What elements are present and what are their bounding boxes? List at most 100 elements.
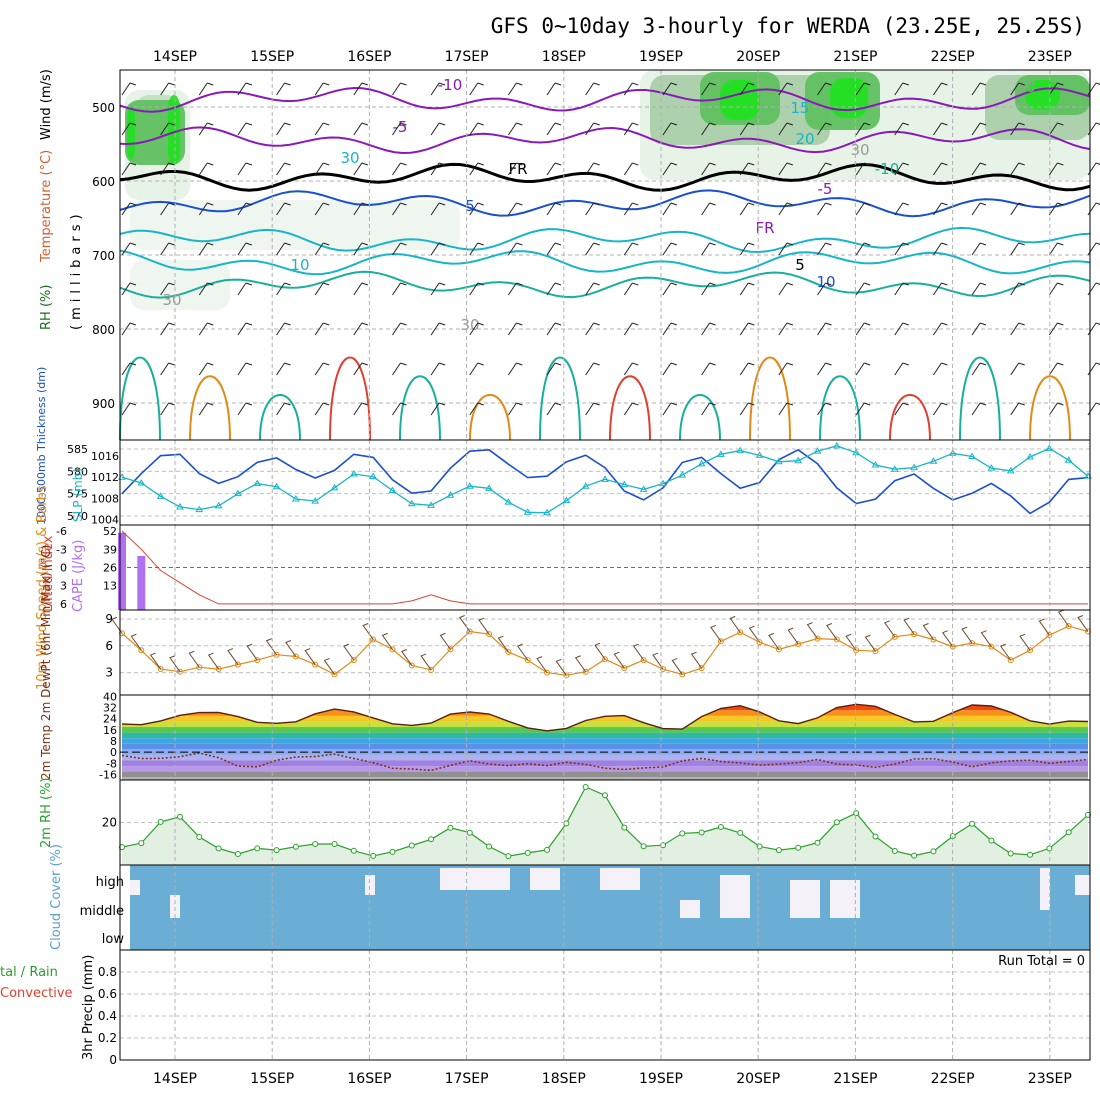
wind-barb <box>855 122 871 136</box>
wind-speed-point <box>505 649 512 656</box>
wind-barb <box>276 162 291 176</box>
slp-point <box>330 483 339 491</box>
wind-barb <box>855 202 871 216</box>
temp-line <box>121 703 1089 732</box>
temp-tick-label: 32 <box>103 702 117 715</box>
wind-barb <box>198 402 214 416</box>
wind-barb <box>546 242 562 256</box>
wind-barb <box>314 162 330 176</box>
li-tick-label: -6 <box>56 525 67 538</box>
rh-point <box>505 853 512 860</box>
pressure-tick-label: 500 <box>92 101 115 115</box>
contour-label: 15 <box>790 99 809 117</box>
wind-barb <box>701 402 716 416</box>
wind-barb-10m <box>690 651 703 669</box>
wind-barb <box>585 162 600 176</box>
wind-barb <box>1048 122 1064 136</box>
wind-barb <box>971 402 987 416</box>
dewpt-line <box>121 752 1089 772</box>
rh-point <box>891 847 898 854</box>
slp-label: SLP (mb) <box>71 468 85 522</box>
wind-speed-point <box>273 651 280 658</box>
isotherm-line <box>119 162 1091 192</box>
wind-barb <box>507 322 523 336</box>
rh-point <box>196 833 203 840</box>
wind-barb <box>546 122 562 136</box>
wind-barb <box>894 282 909 296</box>
pressure-tick-label: 700 <box>92 249 115 263</box>
day-label-top: 19SEP <box>639 49 683 65</box>
wind-barb <box>314 322 330 336</box>
rh-point <box>969 820 976 827</box>
wind-barb <box>353 162 368 176</box>
wind-barb-10m <box>343 643 355 661</box>
warm-contour <box>469 394 511 441</box>
slp-point <box>678 471 687 478</box>
slp-point <box>929 457 938 464</box>
wind-barb <box>469 322 484 336</box>
slp-line <box>121 445 1089 514</box>
wind-barb-10m <box>458 615 471 632</box>
wind-barb-10m <box>188 650 200 668</box>
wind-barb <box>933 242 948 256</box>
wind-barb <box>469 82 484 96</box>
wind-speed-point <box>196 664 203 671</box>
cloud-cover-panel <box>130 865 1090 950</box>
isotherm-line <box>119 249 1091 276</box>
wind-barb-10m <box>1057 609 1070 627</box>
contour-label: 10 <box>290 256 309 274</box>
precip-label: 3hr Precip (mm) <box>81 955 96 1060</box>
wind-barb <box>1010 202 1025 216</box>
precip-tick-label: 0.8 <box>98 965 117 979</box>
precip-conv-label: Convective <box>0 986 73 1001</box>
wind-barb <box>585 402 600 416</box>
wind-barb <box>662 242 678 256</box>
day-axis-labels: 14SEP 14SEP 15SEP 15SEP 16SEP 16SEP 17SEP 17SEP… <box>153 49 1072 1087</box>
wind-barb-10m <box>401 649 413 666</box>
wind-barb <box>778 242 794 256</box>
wind-barb <box>353 402 368 416</box>
contour-label: 10 <box>816 273 835 291</box>
rh-point <box>312 840 319 847</box>
cape-tick-label: 13 <box>103 580 117 593</box>
cloud-gap <box>530 868 560 890</box>
slp-point <box>736 446 745 454</box>
wind-barb <box>121 402 137 416</box>
temp-band <box>122 766 1088 772</box>
wind-speed-point <box>872 648 879 655</box>
wind-speed-point <box>447 646 454 653</box>
wind-barb <box>430 162 446 176</box>
wind-barb <box>662 362 678 376</box>
wind-barb-10m <box>478 617 490 635</box>
wind-tick-label: 3 <box>105 666 113 680</box>
wind-barb <box>1010 322 1025 336</box>
wind-barb <box>276 202 291 216</box>
wind-barb-10m <box>787 627 799 645</box>
slp-point <box>234 489 242 497</box>
wind-speed-point <box>1065 623 1072 630</box>
rh-point <box>215 845 222 852</box>
wind-barb <box>507 362 523 376</box>
wind-barb <box>1048 362 1064 376</box>
wind-barb-10m <box>826 623 838 640</box>
wind-barb <box>314 402 330 416</box>
wind-barb <box>314 242 330 256</box>
warm-contour <box>399 375 441 441</box>
wind-barb-10m <box>768 632 780 650</box>
day-label-top: 14SEP <box>153 49 197 65</box>
wind-barb <box>546 82 562 96</box>
wind-barb-10m <box>980 630 992 647</box>
wind-barb <box>430 122 446 136</box>
rh-area <box>122 787 1088 865</box>
wind10m-panel: 3 6 9 <box>105 609 1091 680</box>
wind-barb <box>933 402 948 416</box>
wind-barb <box>701 242 716 256</box>
wind-barb <box>817 242 832 256</box>
wind-speed-point <box>292 653 299 660</box>
rh-point <box>350 847 357 854</box>
temp-band <box>122 721 1088 728</box>
wind-barb <box>623 162 639 176</box>
contour-label: 20 <box>795 130 814 148</box>
rh-point <box>447 824 454 831</box>
wind-barb <box>160 242 175 256</box>
